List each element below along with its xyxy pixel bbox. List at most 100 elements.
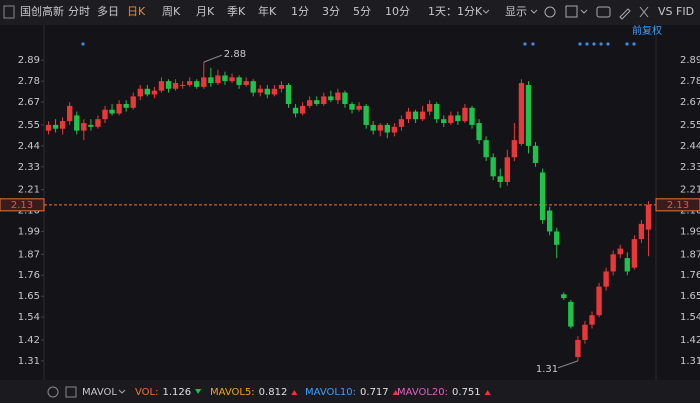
- candle-body: [109, 109, 115, 114]
- candle-body: [596, 286, 602, 316]
- candle-body: [483, 140, 489, 158]
- candle-body: [434, 103, 440, 120]
- candle-body: [356, 105, 362, 110]
- y-tick-label: 1.87: [18, 249, 40, 260]
- candle-body: [469, 107, 475, 125]
- candle-body: [201, 77, 207, 87]
- candle-body: [172, 83, 179, 89]
- y-tick-label-right: 1.65: [680, 291, 700, 302]
- trend-arrow: [392, 390, 399, 395]
- candle-body: [419, 111, 426, 120]
- dropdown-icon[interactable]: [482, 9, 490, 14]
- settings-icon[interactable]: [544, 6, 556, 18]
- candle-body: [236, 77, 242, 85]
- y-tick-label: 2.44: [18, 141, 40, 152]
- layout-icon[interactable]: [65, 386, 77, 398]
- tab[interactable]: 月K: [196, 5, 215, 18]
- y-tick-label: 1.76: [18, 270, 40, 281]
- candle-body: [490, 157, 496, 177]
- stock-icon[interactable]: [3, 5, 15, 19]
- candle-body: [448, 115, 454, 124]
- candle-body: [631, 239, 638, 268]
- candle-body: [95, 119, 101, 127]
- checkbox[interactable]: [565, 5, 578, 18]
- stock-name[interactable]: 国创高新: [20, 4, 64, 18]
- candle-body: [532, 145, 539, 163]
- candle-body: [645, 204, 652, 230]
- tab[interactable]: 10分: [385, 5, 410, 18]
- tab[interactable]: 3分: [322, 5, 340, 18]
- tab[interactable]: 周K: [162, 5, 181, 18]
- candle-body: [187, 81, 193, 85]
- settings-icon[interactable]: [47, 386, 59, 398]
- tab[interactable]: 季K: [227, 5, 246, 18]
- candle-body: [497, 176, 503, 183]
- candle-body: [306, 100, 313, 106]
- candle-body: [59, 121, 66, 129]
- camera-icon[interactable]: [596, 6, 611, 18]
- tab[interactable]: 年K: [258, 4, 277, 18]
- indicator-name[interactable]: MAVOL: [82, 387, 117, 398]
- trend-arrow: [484, 390, 491, 395]
- min-annotation: 1.31: [536, 364, 558, 375]
- tab[interactable]: 5分: [353, 5, 371, 18]
- draw-icon[interactable]: [619, 8, 631, 20]
- candle-body: [582, 324, 588, 340]
- tab[interactable]: 1天：1分K: [428, 5, 483, 18]
- y-tick-label-right: 1.31: [680, 356, 700, 367]
- chart: 2.89 2.89 2.78 2.78 2.67 2.67 2.55 2.55 2.44 2.44…: [0, 49, 700, 375]
- candle-body: [539, 172, 546, 221]
- candle-body: [67, 105, 73, 122]
- adjust-button[interactable]: 前复权: [632, 24, 662, 37]
- indicator-label: MAVOL20:: [397, 387, 448, 398]
- candle-body: [554, 231, 560, 245]
- candle-body: [74, 115, 80, 131]
- tab[interactable]: 1分: [291, 5, 309, 18]
- dropdown-icon[interactable]: [580, 9, 588, 14]
- y-tick-label-right: 2.33: [680, 162, 700, 173]
- y-tick-label: 2.21: [18, 185, 40, 196]
- y-tick-label: 2.55: [18, 120, 40, 131]
- candle-body: [610, 254, 616, 272]
- display-button[interactable]: 显示: [505, 5, 527, 18]
- dropdown-icon[interactable]: [118, 389, 126, 394]
- candle-body: [88, 124, 94, 127]
- candle-body: [363, 105, 369, 125]
- candle-body: [194, 81, 200, 87]
- price-tag: [0, 198, 45, 212]
- y-tick-label: 1.99: [18, 226, 40, 237]
- y-tick-label: 1.65: [18, 291, 40, 302]
- max-leader: [203, 54, 222, 63]
- candle-body: [102, 109, 108, 120]
- y-tick-label: 2.33: [18, 162, 40, 173]
- y-tick-label-right: 2.55: [680, 120, 700, 131]
- y-tick-label: 1.54: [18, 312, 40, 323]
- y-tick-label-right: 2.78: [680, 76, 700, 87]
- close-icon[interactable]: [639, 6, 649, 18]
- candle-body: [624, 258, 630, 272]
- candle-body: [285, 84, 292, 104]
- tab[interactable]: 分时: [68, 5, 90, 18]
- indicator-value: 0.717: [360, 387, 389, 398]
- compare-button[interactable]: VS FID: [658, 5, 694, 18]
- tab[interactable]: 多日: [97, 4, 119, 18]
- indicator-bar: [0, 380, 700, 403]
- candle-body: [638, 223, 645, 240]
- y-tick-label-right: 2.21: [680, 185, 700, 196]
- dropdown-icon[interactable]: [530, 9, 538, 14]
- y-tick-label-right: 1.99: [680, 226, 700, 237]
- candle-body: [151, 90, 158, 95]
- candle-body: [299, 105, 306, 114]
- indicator-values: VOL: 1.126 MAVOL5: 0.812 MAVOL10: 0.717 MAVOL2…: [135, 387, 491, 398]
- candle-body: [561, 294, 567, 299]
- candle-body: [45, 124, 52, 131]
- candle-body: [215, 75, 221, 84]
- price-tag-label: 2.13: [667, 200, 689, 211]
- candle-body: [504, 157, 510, 183]
- min-leader: [557, 360, 579, 369]
- candle-body: [476, 123, 482, 141]
- tab[interactable]: 日K: [127, 5, 146, 18]
- candle-body: [455, 115, 461, 122]
- candle-body: [441, 119, 447, 124]
